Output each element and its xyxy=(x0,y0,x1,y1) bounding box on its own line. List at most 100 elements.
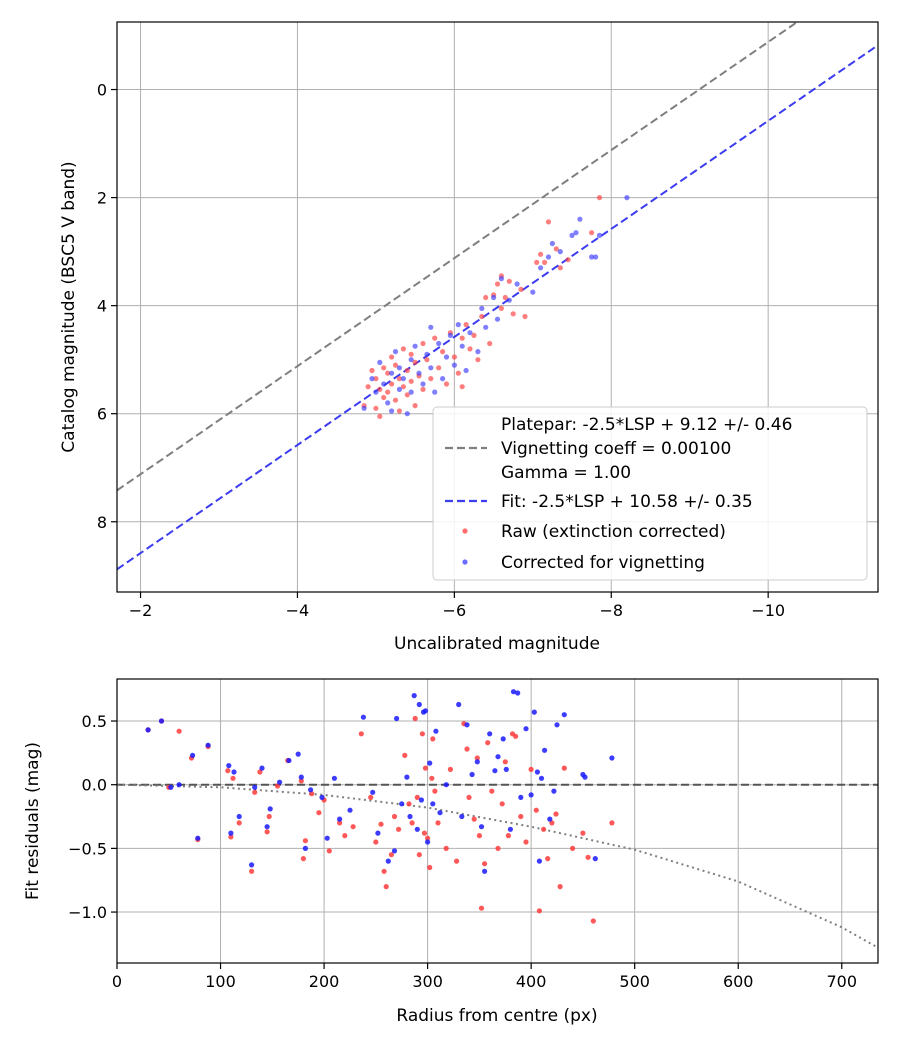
top-reference-lines xyxy=(117,22,878,571)
corrected-point xyxy=(528,792,534,798)
raw-point xyxy=(378,821,384,827)
corrected-point xyxy=(408,389,414,395)
corrected-point xyxy=(375,830,381,836)
top-ticks: −2 −4 −6 −8 −10 0 2 4 6 8 xyxy=(97,81,785,620)
corrected-point xyxy=(494,316,501,322)
corrected-point xyxy=(295,751,301,757)
raw-point xyxy=(412,359,418,365)
corrected-point xyxy=(370,789,376,795)
raw-point xyxy=(459,384,465,390)
corrected-point xyxy=(360,714,366,720)
raw-point xyxy=(443,845,449,852)
legend-corrected-swatch xyxy=(462,559,468,565)
corrected-point xyxy=(593,254,599,260)
y-tick-label: 4 xyxy=(97,297,107,316)
raw-point xyxy=(463,322,469,328)
raw-point xyxy=(541,826,547,832)
corrected-point xyxy=(534,769,541,775)
corrected-point xyxy=(451,362,457,368)
raw-point xyxy=(404,392,410,398)
raw-point xyxy=(451,354,457,360)
y-tick-label: 6 xyxy=(97,405,107,424)
corrected-point xyxy=(538,775,545,781)
raw-point xyxy=(274,783,281,789)
corrected-point xyxy=(308,787,314,793)
platepar-line xyxy=(117,22,800,492)
corrected-point xyxy=(557,249,563,255)
corrected-point xyxy=(286,757,292,764)
raw-point xyxy=(489,788,495,794)
raw-point xyxy=(518,286,524,292)
corrected-point xyxy=(249,862,255,868)
corrected-point xyxy=(547,816,553,822)
raw-point xyxy=(412,403,418,409)
corrected-point xyxy=(158,718,165,724)
corrected-point xyxy=(394,715,400,722)
corrected-point xyxy=(536,858,543,864)
raw-point xyxy=(476,833,482,839)
corrected-point xyxy=(264,824,270,830)
raw-point xyxy=(391,813,398,820)
raw-point xyxy=(236,820,242,826)
corrected-point xyxy=(226,763,232,769)
corrected-point xyxy=(545,254,552,260)
raw-point xyxy=(538,251,544,257)
corrected-point xyxy=(475,349,481,355)
y-tick-label: 0 xyxy=(97,81,107,100)
x-tick-label: 700 xyxy=(826,972,857,991)
corrected-point xyxy=(569,232,575,238)
corrected-point xyxy=(277,779,283,785)
legend-raw-swatch xyxy=(462,528,468,534)
raw-point xyxy=(373,839,379,845)
corrected-point xyxy=(422,708,429,714)
raw-point xyxy=(467,346,473,352)
bottom-panel: 0 100 200 300 400 500 600 700 0.5 0.0 −0.5 −1.0 Rad… xyxy=(23,678,879,1026)
raw-point xyxy=(459,335,465,341)
raw-point xyxy=(557,884,563,890)
corrected-point xyxy=(436,340,442,347)
raw-point xyxy=(392,397,399,403)
raw-point xyxy=(385,370,391,376)
fit-line xyxy=(117,44,878,571)
raw-point xyxy=(542,259,548,265)
corrected-point xyxy=(573,230,579,236)
raw-point xyxy=(249,868,255,874)
x-tick-label: −2 xyxy=(129,601,153,620)
raw-point xyxy=(396,376,402,382)
x-tick-label: 500 xyxy=(619,972,650,991)
corrected-point xyxy=(464,722,470,728)
corrected-point xyxy=(385,400,391,406)
raw-point xyxy=(257,769,263,775)
corrected-point xyxy=(389,408,395,414)
corrected-point xyxy=(396,386,402,392)
y-tick-label: −0.5 xyxy=(68,839,107,858)
raw-point xyxy=(502,294,508,301)
raw-point xyxy=(475,357,481,363)
corrected-point xyxy=(530,289,536,295)
raw-point xyxy=(454,858,460,864)
raw-point xyxy=(316,810,322,816)
raw-point xyxy=(483,294,489,301)
x-tick-label: 0 xyxy=(112,972,122,991)
x-tick-label: −10 xyxy=(751,601,785,620)
corrected-point xyxy=(418,797,424,803)
corrected-point xyxy=(542,747,548,753)
raw-point xyxy=(176,728,182,734)
raw-point xyxy=(389,354,395,360)
raw-point xyxy=(565,257,571,263)
legend-platepar-line1: Platepar: -2.5*LSP + 9.12 +/- 0.46 xyxy=(501,415,792,435)
corrected-point xyxy=(331,775,337,781)
corrected-point xyxy=(474,759,480,765)
corrected-point xyxy=(482,868,488,874)
raw-point xyxy=(435,820,441,826)
corrected-point xyxy=(624,195,630,201)
raw-point xyxy=(381,365,387,371)
raw-point xyxy=(266,813,272,820)
raw-point xyxy=(534,259,540,265)
raw-point xyxy=(502,759,508,765)
corrected-point xyxy=(416,701,422,708)
corrected-point xyxy=(459,813,465,820)
raw-point xyxy=(523,839,529,845)
